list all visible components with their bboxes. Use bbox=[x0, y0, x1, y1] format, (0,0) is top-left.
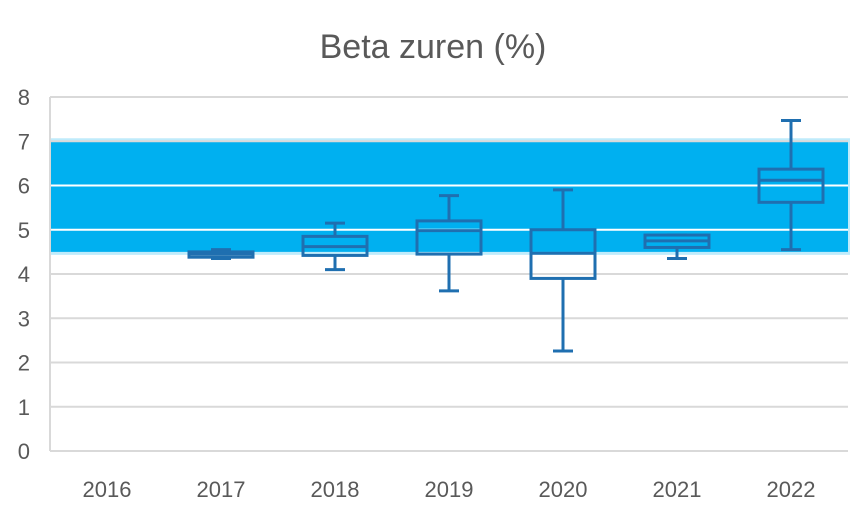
box-iqr bbox=[757, 167, 825, 204]
y-tick-label: 4 bbox=[18, 262, 30, 287]
x-axis: 2016 2017 2018 2019 2020 2021 2022 bbox=[83, 477, 816, 502]
x-tick-label: 2018 bbox=[311, 477, 360, 502]
gridlines bbox=[49, 96, 848, 452]
x-tick-label: 2022 bbox=[767, 477, 816, 502]
x-tick-label: 2016 bbox=[83, 477, 132, 502]
x-tick-label: 2019 bbox=[425, 477, 474, 502]
y-axis: 0 1 2 3 4 5 6 7 8 bbox=[18, 85, 30, 464]
box-2019 bbox=[415, 194, 483, 293]
x-tick-label: 2017 bbox=[197, 477, 246, 502]
y-tick-label: 5 bbox=[18, 218, 30, 243]
y-tick-label: 0 bbox=[18, 439, 30, 464]
y-tick-label: 3 bbox=[18, 306, 30, 331]
y-tick-label: 1 bbox=[18, 395, 30, 420]
y-tick-label: 8 bbox=[18, 85, 30, 110]
y-tick-label: 2 bbox=[18, 351, 30, 376]
box-2020 bbox=[529, 188, 597, 353]
box-2017 bbox=[187, 248, 255, 261]
box-iqr bbox=[415, 219, 483, 256]
boxes-layer bbox=[187, 118, 825, 353]
box-2018 bbox=[301, 221, 369, 272]
box-2022 bbox=[757, 118, 825, 252]
y-tick-label: 6 bbox=[18, 174, 30, 199]
y-tick-label: 7 bbox=[18, 129, 30, 154]
box-2021 bbox=[643, 233, 711, 261]
x-tick-label: 2020 bbox=[539, 477, 588, 502]
chart-title: Beta zuren (%) bbox=[320, 28, 547, 66]
x-tick-label: 2021 bbox=[653, 477, 702, 502]
